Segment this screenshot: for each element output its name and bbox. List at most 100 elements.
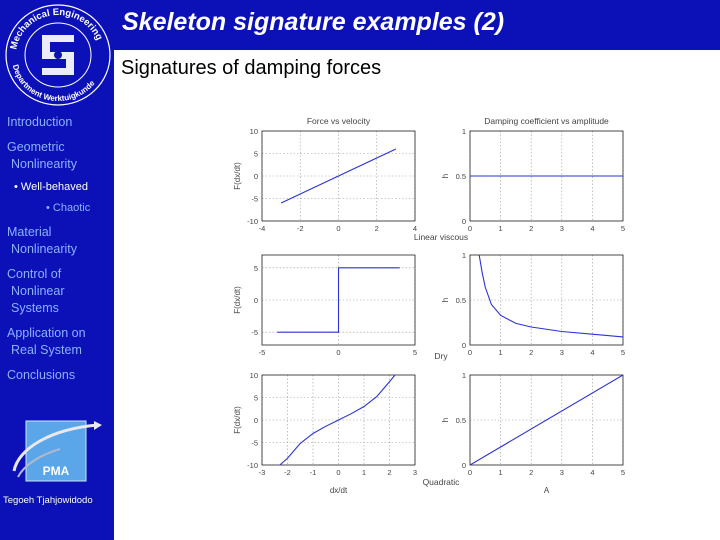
- plot-frame: [261, 130, 416, 222]
- x-tick-label: 5: [621, 468, 625, 477]
- x-tick-label: 4: [413, 224, 417, 233]
- x-tick-label: 0: [468, 348, 472, 357]
- y-tick-label: 0: [254, 296, 258, 305]
- x-tick-label: -4: [259, 224, 266, 233]
- row-label: Quadratic: [423, 477, 461, 487]
- plot-frame: [261, 254, 416, 346]
- x-tick-label: 1: [499, 224, 503, 233]
- y-tick-label: 0.5: [456, 172, 466, 181]
- x-tick-label: 3: [560, 468, 564, 477]
- x-tick-label: 0: [468, 468, 472, 477]
- data-series-line: [279, 375, 396, 465]
- y-tick-label: 10: [250, 127, 258, 136]
- nav-item-label-line: Systems: [11, 301, 59, 315]
- y-tick-label: 1: [462, 371, 466, 380]
- x-tick-label: 0: [336, 468, 340, 477]
- nav-subitem-well-behaved[interactable]: • Well-behaved: [14, 181, 88, 193]
- nav-item-label-line: Real System: [11, 343, 82, 357]
- nav-item-geometric-nonlinearity[interactable]: Geometric Nonlinearity: [7, 139, 77, 173]
- y-axis-label: F(dx/dt): [233, 162, 242, 190]
- slide-subtitle: Signatures of damping forces: [121, 57, 382, 79]
- x-tick-label: 3: [413, 468, 417, 477]
- x-tick-label: 4: [590, 348, 594, 357]
- x-axis-label: A: [544, 486, 550, 495]
- pma-logo-text: PMA: [43, 464, 70, 478]
- x-tick-label: 2: [529, 224, 533, 233]
- x-tick-label: 2: [387, 468, 391, 477]
- y-tick-label: -10: [247, 461, 258, 470]
- y-tick-label: 0: [462, 341, 466, 350]
- y-tick-label: 0: [254, 172, 258, 181]
- x-tick-label: 4: [590, 224, 594, 233]
- y-tick-label: 0: [462, 217, 466, 226]
- pma-logo: PMA: [12, 420, 102, 482]
- x-tick-label: 1: [499, 348, 503, 357]
- department-logo: Mechanical Engineering Department Werktu…: [5, 4, 111, 106]
- slide-title: Skeleton signature examples (2): [122, 8, 505, 36]
- x-tick-label: 2: [529, 348, 533, 357]
- nav-item-material-nonlinearity[interactable]: Material Nonlinearity: [7, 224, 77, 258]
- plot-title: Damping coefficient vs amplitude: [484, 116, 609, 126]
- x-tick-label: 2: [529, 468, 533, 477]
- y-axis-label: F(dx/dt): [233, 406, 242, 434]
- header-bar: [114, 0, 720, 50]
- x-tick-label: 0: [336, 348, 340, 357]
- x-tick-label: -1: [310, 468, 317, 477]
- nav-item-control-nonlinear-systems[interactable]: Control of Nonlinear Systems: [7, 266, 65, 317]
- y-tick-label: 1: [462, 127, 466, 136]
- y-tick-label: -5: [251, 439, 258, 448]
- x-tick-label: 3: [560, 348, 564, 357]
- y-tick-label: 1: [462, 251, 466, 260]
- nav-item-label-line: Application on: [7, 326, 86, 340]
- x-tick-label: 4: [590, 468, 594, 477]
- x-tick-label: 0: [468, 224, 472, 233]
- x-tick-label: 5: [621, 224, 625, 233]
- y-axis-label: h: [441, 298, 450, 302]
- x-tick-label: -2: [297, 224, 304, 233]
- y-tick-label: 5: [254, 394, 258, 403]
- x-tick-label: -3: [259, 468, 266, 477]
- y-tick-label: 5: [254, 264, 258, 273]
- x-axis-label: dx/dt: [330, 486, 348, 495]
- y-tick-label: 10: [250, 371, 258, 380]
- nav-item-label-line: Nonlinear: [11, 284, 65, 298]
- x-tick-label: -2: [284, 468, 291, 477]
- x-tick-label: 2: [375, 224, 379, 233]
- nav-item-label-line: Material: [7, 225, 52, 239]
- y-tick-label: 5: [254, 150, 258, 159]
- y-axis-label: F(dx/dt): [233, 286, 242, 314]
- plot-frame: [469, 254, 624, 346]
- nav-item-label-line: Nonlinearity: [11, 157, 78, 171]
- nav-item-application-real-system[interactable]: Application on Real System: [7, 325, 86, 359]
- x-tick-label: 5: [413, 348, 417, 357]
- nav-item-label-line: Geometric: [7, 140, 65, 154]
- data-series-line: [478, 255, 623, 338]
- author-name: Tegoeh Tjahjowidodo: [3, 495, 93, 506]
- data-series-line: [277, 267, 400, 333]
- y-tick-label: -10: [247, 217, 258, 226]
- plot-frame: [261, 374, 416, 466]
- y-tick-label: -5: [251, 328, 258, 337]
- row-label: Dry: [434, 351, 448, 361]
- nav-item-introduction[interactable]: Introduction: [7, 115, 73, 129]
- y-tick-label: 0.5: [456, 296, 466, 305]
- y-tick-label: 0.5: [456, 416, 466, 425]
- x-tick-label: 0: [336, 224, 340, 233]
- x-tick-label: 5: [621, 348, 625, 357]
- x-tick-label: 1: [362, 468, 366, 477]
- x-tick-label: 3: [560, 224, 564, 233]
- data-series-line: [470, 375, 623, 465]
- nav-item-label-line: Control of: [7, 267, 62, 281]
- x-tick-label: 1: [499, 468, 503, 477]
- nav-item-label-line: Nonlinearity: [11, 242, 78, 256]
- data-series-line: [280, 148, 397, 204]
- nav-subitem-chaotic[interactable]: • Chaotic: [46, 202, 91, 214]
- y-axis-label: h: [441, 418, 450, 422]
- y-tick-label: -5: [251, 195, 258, 204]
- nav-item-conclusions[interactable]: Conclusions: [7, 368, 76, 382]
- y-tick-label: 0: [462, 461, 466, 470]
- y-axis-label: h: [441, 174, 450, 178]
- row-label: Linear viscous: [414, 232, 468, 242]
- x-tick-label: -5: [259, 348, 266, 357]
